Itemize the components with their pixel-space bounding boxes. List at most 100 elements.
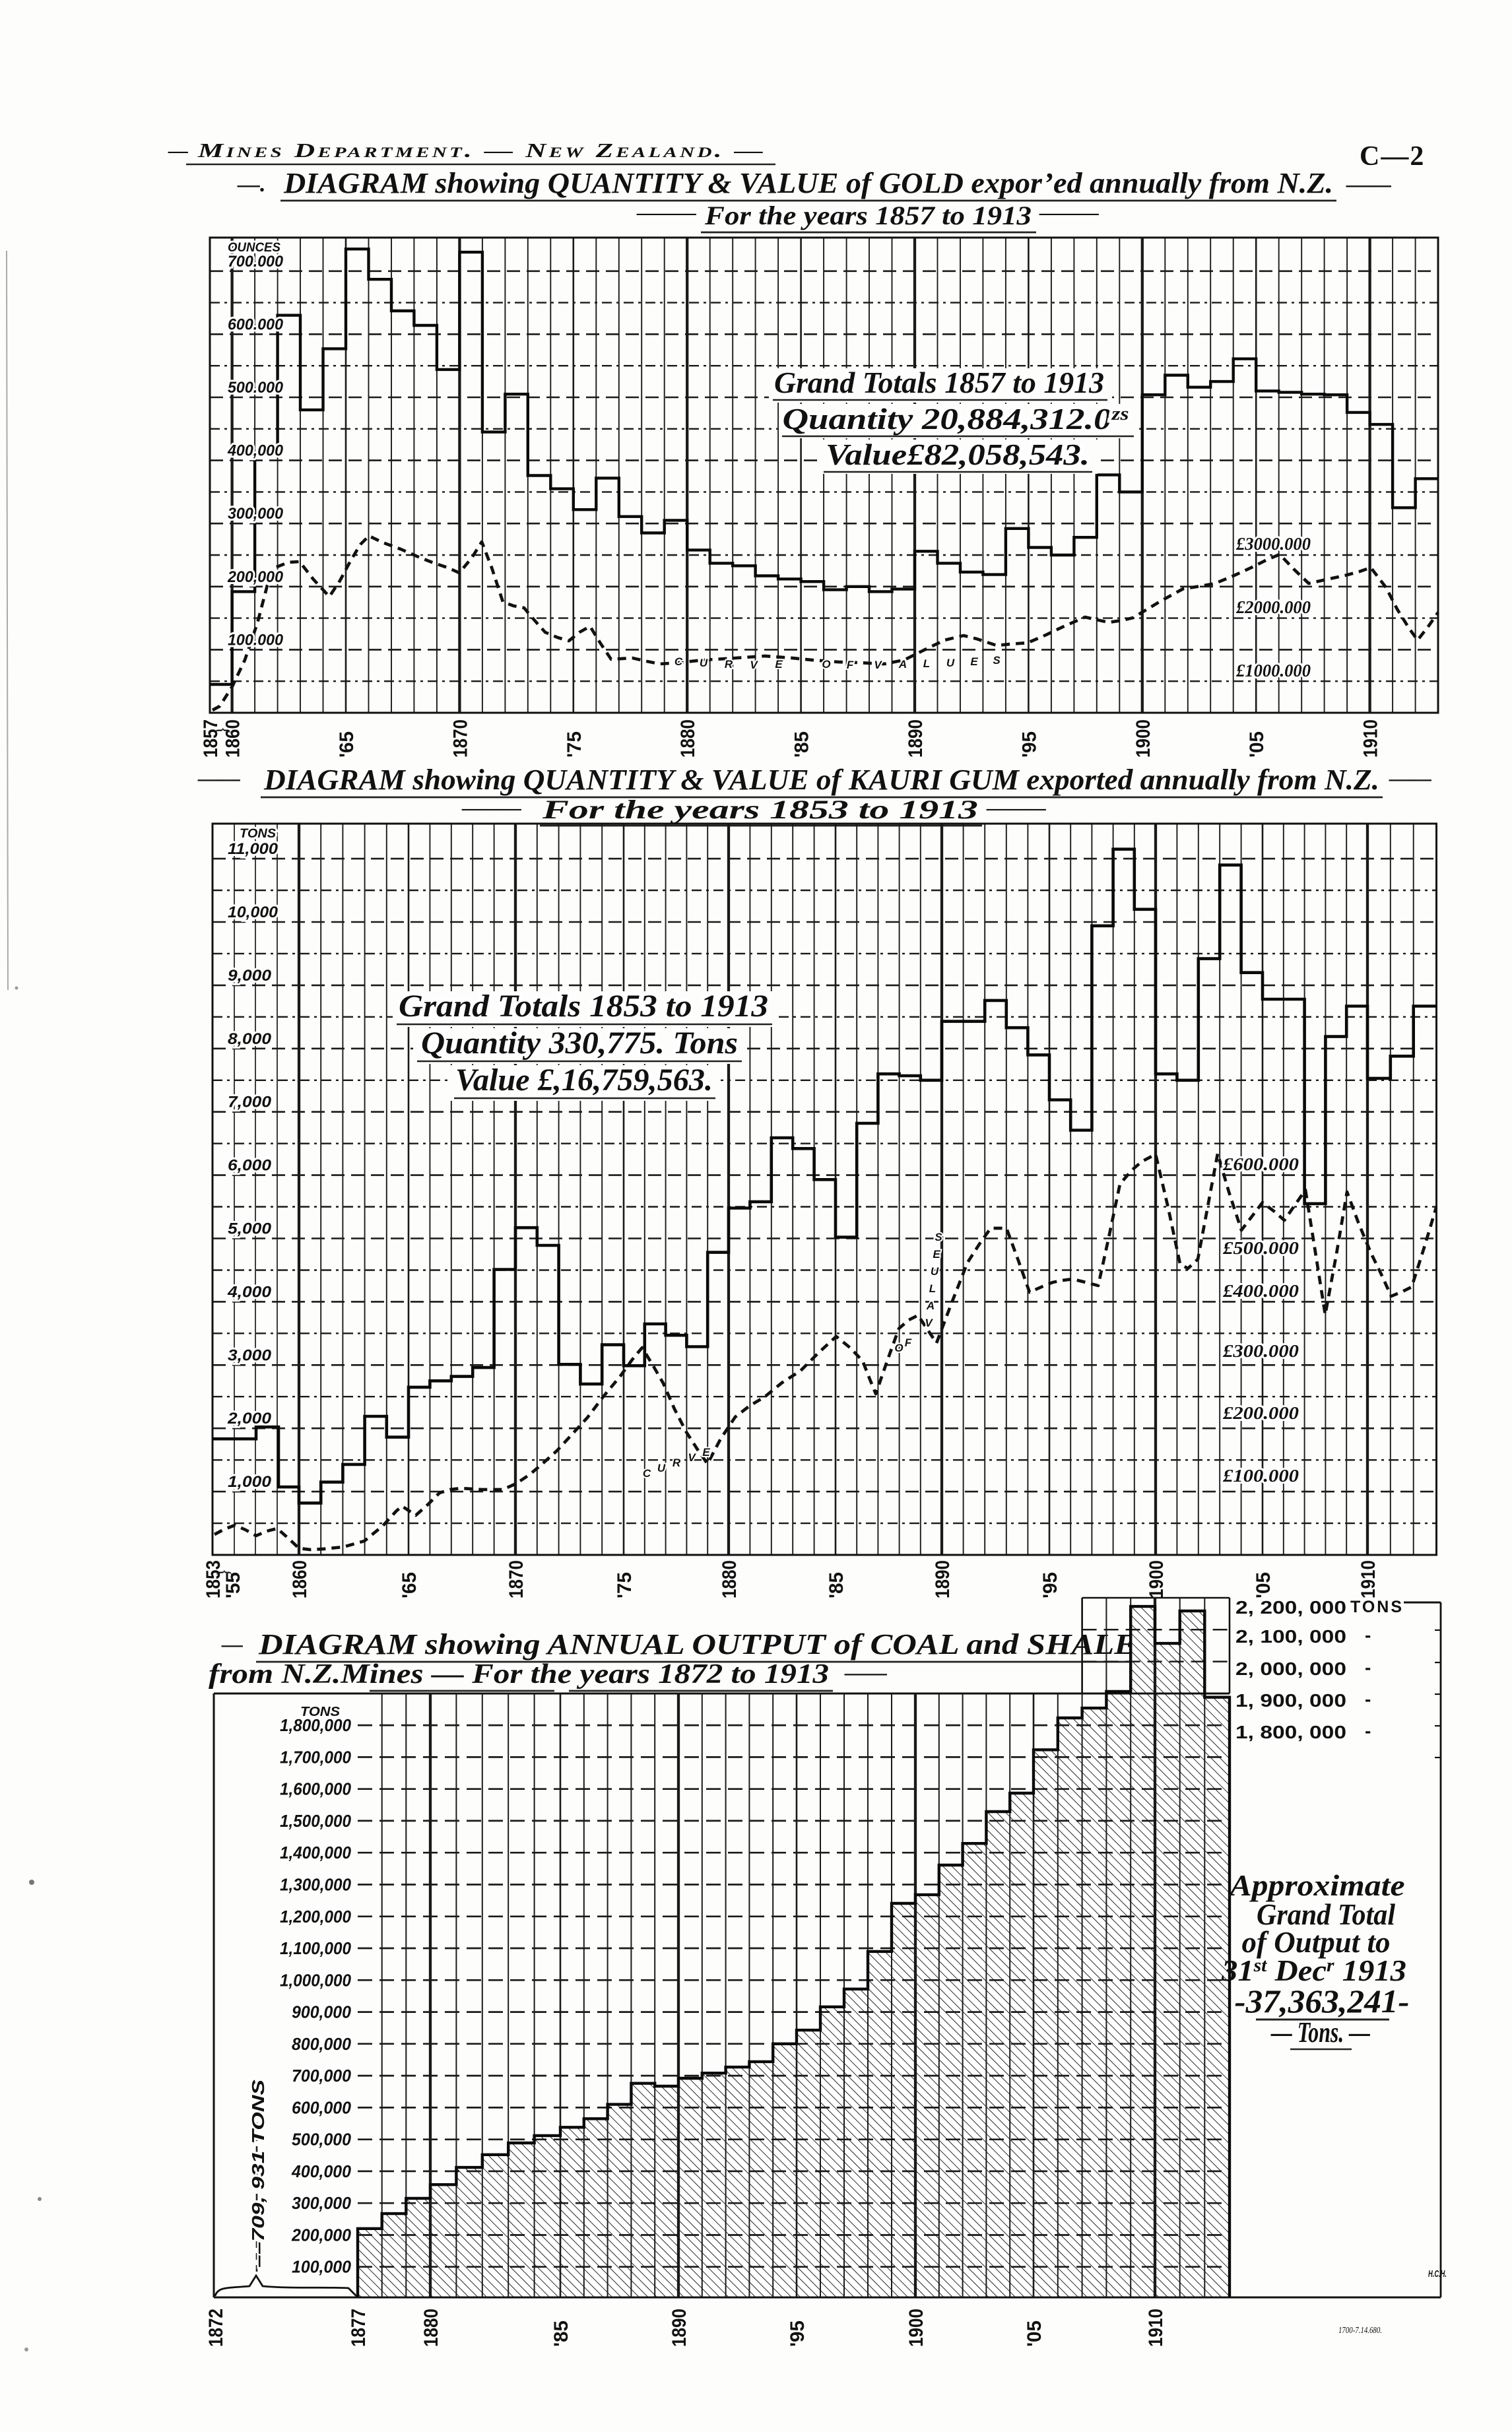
svg-text:£1000.000: £1000.000 bbox=[1235, 661, 1311, 680]
svg-text:1,000: 1,000 bbox=[228, 1473, 272, 1491]
svg-text:Approximate: Approximate bbox=[1228, 1868, 1404, 1902]
svg-text:6,000: 6,000 bbox=[228, 1157, 272, 1175]
svg-text:of Output to: of Output to bbox=[1242, 1925, 1391, 1959]
svg-text:£400.000: £400.000 bbox=[1222, 1281, 1299, 1301]
svg-text:1890: 1890 bbox=[669, 2309, 690, 2347]
svg-text:800,000: 800,000 bbox=[292, 2034, 352, 2054]
svg-text:£100.000: £100.000 bbox=[1222, 1466, 1299, 1486]
svg-text:Grand Totals 1857 to 1913: Grand Totals 1857 to 1913 bbox=[774, 366, 1104, 399]
svg-text:5,000: 5,000 bbox=[228, 1220, 272, 1238]
svg-text:S: S bbox=[993, 654, 1001, 667]
svg-text:DIAGRAM showing QUANTITY & VAL: DIAGRAM showing QUANTITY & VALUE of KAUR… bbox=[263, 764, 1379, 796]
svg-text:———: ——— bbox=[1039, 202, 1099, 224]
svg-text:'05: '05 bbox=[1246, 731, 1268, 758]
svg-text:2, 000, 000: 2, 000, 000 bbox=[1235, 1659, 1346, 1679]
svg-text:Value£82,058,543.: Value£82,058,543. bbox=[826, 438, 1090, 471]
svg-text:1910: 1910 bbox=[1358, 1560, 1379, 1598]
svg-text:Quantity 330,775. Tons: Quantity 330,775. Tons bbox=[421, 1026, 738, 1061]
svg-text:1853: 1853 bbox=[203, 1560, 224, 1598]
svg-text:U: U bbox=[700, 657, 708, 669]
svg-text:1870: 1870 bbox=[449, 719, 471, 758]
svg-text:1860: 1860 bbox=[222, 719, 244, 758]
svg-text:400,000: 400,000 bbox=[227, 442, 284, 460]
svg-text:£3000.000: £3000.000 bbox=[1235, 534, 1311, 554]
svg-text:———: ——— bbox=[636, 202, 696, 224]
svg-text:DIAGRAM showing ANNUAL OUTPUT: DIAGRAM showing ANNUAL OUTPUT of COAL an… bbox=[258, 1628, 1136, 1660]
svg-text:Quantity 20,884,312.0zs: Quantity 20,884,312.0 zs bbox=[783, 402, 1129, 436]
svg-text:700.000: 700.000 bbox=[228, 253, 284, 271]
svg-text:Value £,16,759,563.: Value £,16,759,563. bbox=[455, 1063, 713, 1098]
svg-text:'95: '95 bbox=[1039, 1572, 1061, 1598]
svg-text:U: U bbox=[657, 1462, 666, 1474]
svg-text:For the years 1857 to 1913: For the years 1857 to 1913 bbox=[704, 201, 1032, 230]
svg-text:——: —— bbox=[844, 1660, 887, 1684]
svg-text:200,000: 200,000 bbox=[291, 2225, 351, 2245]
svg-text:F: F bbox=[847, 659, 854, 671]
svg-text:1900: 1900 bbox=[1146, 1560, 1167, 1598]
svg-text:100,000: 100,000 bbox=[292, 2257, 352, 2277]
svg-text:For the years 1853 to 1913: For the years 1853 to 1913 bbox=[542, 795, 978, 824]
svg-text:2, 200, 000: 2, 200, 000 bbox=[1235, 1597, 1346, 1618]
svg-text:2,000: 2,000 bbox=[227, 1410, 272, 1428]
svg-text:U: U bbox=[946, 657, 955, 669]
svg-text:1, 900, 000: 1, 900, 000 bbox=[1235, 1690, 1346, 1711]
svg-text:'75: '75 bbox=[564, 731, 585, 758]
svg-text:500.000: 500.000 bbox=[228, 379, 284, 397]
svg-text:S: S bbox=[935, 1231, 942, 1243]
svg-text:A: A bbox=[898, 658, 907, 671]
svg-text:£600.000: £600.000 bbox=[1222, 1154, 1299, 1174]
svg-text:1870: 1870 bbox=[506, 1560, 527, 1598]
svg-text:9,000: 9,000 bbox=[228, 967, 272, 985]
svg-text:1900: 1900 bbox=[905, 2309, 927, 2347]
svg-text:500,000: 500,000 bbox=[292, 2130, 352, 2150]
svg-text:1, 800, 000: 1, 800, 000 bbox=[1235, 1722, 1346, 1742]
svg-text:C—2: C—2 bbox=[1360, 141, 1425, 172]
svg-text:TONS: TONS bbox=[300, 1705, 341, 1719]
svg-text:1,600,000: 1,600,000 bbox=[280, 1779, 351, 1799]
svg-text:1880: 1880 bbox=[677, 719, 699, 758]
svg-text:C: C bbox=[674, 655, 683, 668]
svg-text:V: V bbox=[688, 1451, 696, 1464]
svg-text:'75: '75 bbox=[614, 1572, 636, 1598]
svg-text:———: ——— bbox=[461, 797, 521, 819]
svg-text:1910: 1910 bbox=[1360, 719, 1382, 758]
svg-text:O: O bbox=[894, 1342, 903, 1354]
svg-text:300,000: 300,000 bbox=[292, 2193, 352, 2213]
svg-text:'85: '85 bbox=[826, 1572, 847, 1598]
svg-text:'95: '95 bbox=[1018, 731, 1040, 758]
svg-text:}: } bbox=[214, 1569, 233, 1577]
svg-text:'55: '55 bbox=[222, 1572, 244, 1598]
svg-text:1,100,000: 1,100,000 bbox=[280, 1938, 351, 1958]
svg-text:3,000: 3,000 bbox=[228, 1346, 272, 1364]
svg-text:'85: '85 bbox=[550, 2320, 572, 2347]
svg-text:900,000: 900,000 bbox=[292, 2002, 352, 2022]
svg-text:-37,363,241-: -37,363,241- bbox=[1235, 1983, 1410, 2020]
svg-text:from N.Z.Mines — For the years: from N.Z.Mines — For the years 1872 to 1… bbox=[209, 1659, 829, 1690]
svg-text:1900: 1900 bbox=[1133, 719, 1154, 758]
svg-text:Grand Total: Grand Total bbox=[1257, 1897, 1395, 1931]
svg-text:600,000: 600,000 bbox=[292, 2097, 352, 2117]
svg-text:1,700,000: 1,700,000 bbox=[280, 1747, 351, 1767]
svg-text:8,000: 8,000 bbox=[228, 1030, 272, 1048]
svg-text:C: C bbox=[643, 1467, 651, 1480]
svg-text:£200.000: £200.000 bbox=[1222, 1403, 1299, 1423]
svg-text:'05: '05 bbox=[1253, 1572, 1274, 1598]
svg-text:600.000: 600.000 bbox=[228, 315, 284, 333]
svg-text:TONS: TONS bbox=[240, 827, 276, 841]
svg-text:'65: '65 bbox=[336, 731, 358, 758]
svg-text:—: — bbox=[221, 1632, 243, 1656]
svg-text:——: —— bbox=[197, 766, 240, 790]
svg-text:E: E bbox=[970, 655, 978, 668]
svg-text:700,000: 700,000 bbox=[292, 2066, 352, 2086]
svg-text:F: F bbox=[905, 1336, 912, 1349]
svg-text:DIAGRAM showing QUANTITY & VAL: DIAGRAM showing QUANTITY & VALUE of GOLD… bbox=[283, 167, 1333, 199]
svg-text:1910: 1910 bbox=[1145, 2309, 1167, 2347]
svg-text:R: R bbox=[673, 1457, 681, 1469]
svg-text:H.C.H.: H.C.H. bbox=[1428, 2268, 1447, 2280]
svg-text:1890: 1890 bbox=[905, 719, 927, 758]
svg-text:1,500,000: 1,500,000 bbox=[280, 1811, 351, 1831]
svg-text:1857: 1857 bbox=[200, 719, 222, 758]
svg-text:-: - bbox=[1365, 1721, 1373, 1741]
svg-text:V: V bbox=[925, 1317, 933, 1329]
svg-text:L: L bbox=[923, 657, 930, 670]
